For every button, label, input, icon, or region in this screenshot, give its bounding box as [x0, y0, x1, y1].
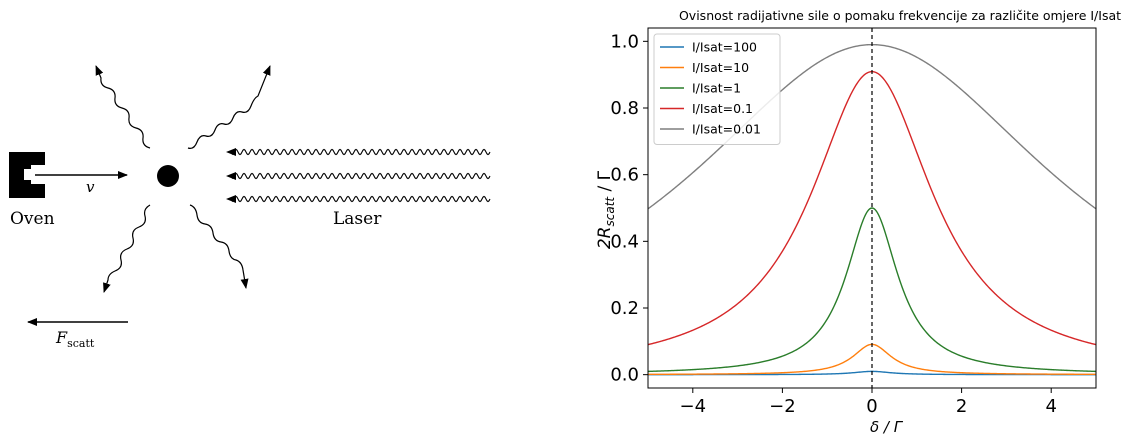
legend-entry: I/Isat=0.1 [692, 101, 753, 116]
laser-beam-arrowhead [226, 148, 236, 156]
laser-beam-1 [231, 148, 491, 156]
legend-entry: I/Isat=1 [692, 81, 741, 96]
laser-cooling-diagram: Oven v Laser Fscatt [9, 65, 491, 350]
oven-label: Oven [10, 209, 55, 229]
plot-area: −4 −2 0 2 4 0.0 0.2 0.4 0.6 0.8 1.0 [610, 27, 1097, 417]
laser-beams [226, 148, 491, 203]
scattered-photon-upper-left [95, 65, 151, 149]
velocity-label: v [86, 178, 95, 196]
legend-entry: I/Isat=100 [692, 40, 757, 55]
legend-entry: I/Isat=10 [692, 60, 749, 75]
x-axis-label: δ / Γ [870, 418, 904, 436]
x-tick-label: −4 [680, 396, 707, 417]
laser-beam-3 [231, 195, 491, 203]
y-tick-label: 0.8 [610, 98, 639, 119]
x-tick-label: −2 [769, 396, 796, 417]
scattering-force-label: Fscatt [55, 328, 95, 350]
radiation-force-chart: Ovisnost radijativne sile o pomaku frekv… [595, 8, 1121, 436]
y-tick-label: 0.2 [610, 298, 639, 319]
atom-icon [157, 165, 179, 187]
x-tick-label: 4 [1045, 396, 1056, 417]
y-tick-label: 1.0 [610, 31, 639, 52]
chart-title: Ovisnost radijativne sile o pomaku frekv… [679, 8, 1121, 23]
chart-legend: I/Isat=100 I/Isat=10 I/Isat=1 I/Isat=0.1 I/I… [653, 33, 781, 145]
legend-entry: I/Isat=0.01 [692, 122, 761, 137]
y-tick-label: 0.4 [610, 231, 639, 252]
scattered-photon-upper-right [187, 65, 271, 149]
laser-beam-arrowhead [226, 195, 236, 203]
laser-beam-2 [231, 172, 491, 180]
oven-icon [9, 152, 45, 198]
laser-label: Laser [333, 209, 382, 229]
x-tick-label: 0 [866, 396, 877, 417]
scattered-photon-lower-right [189, 204, 249, 289]
x-tick-label: 2 [956, 396, 967, 417]
legend-box [653, 33, 781, 145]
y-tick-label: 0.0 [610, 365, 639, 386]
y-axis-label: 2Rscatt / Γ [595, 170, 617, 249]
y-tick-label: 0.6 [610, 165, 639, 186]
laser-beam-arrowhead [226, 172, 236, 180]
scattered-photon-lower-left [103, 204, 151, 293]
series-line-3 [647, 207, 1097, 373]
